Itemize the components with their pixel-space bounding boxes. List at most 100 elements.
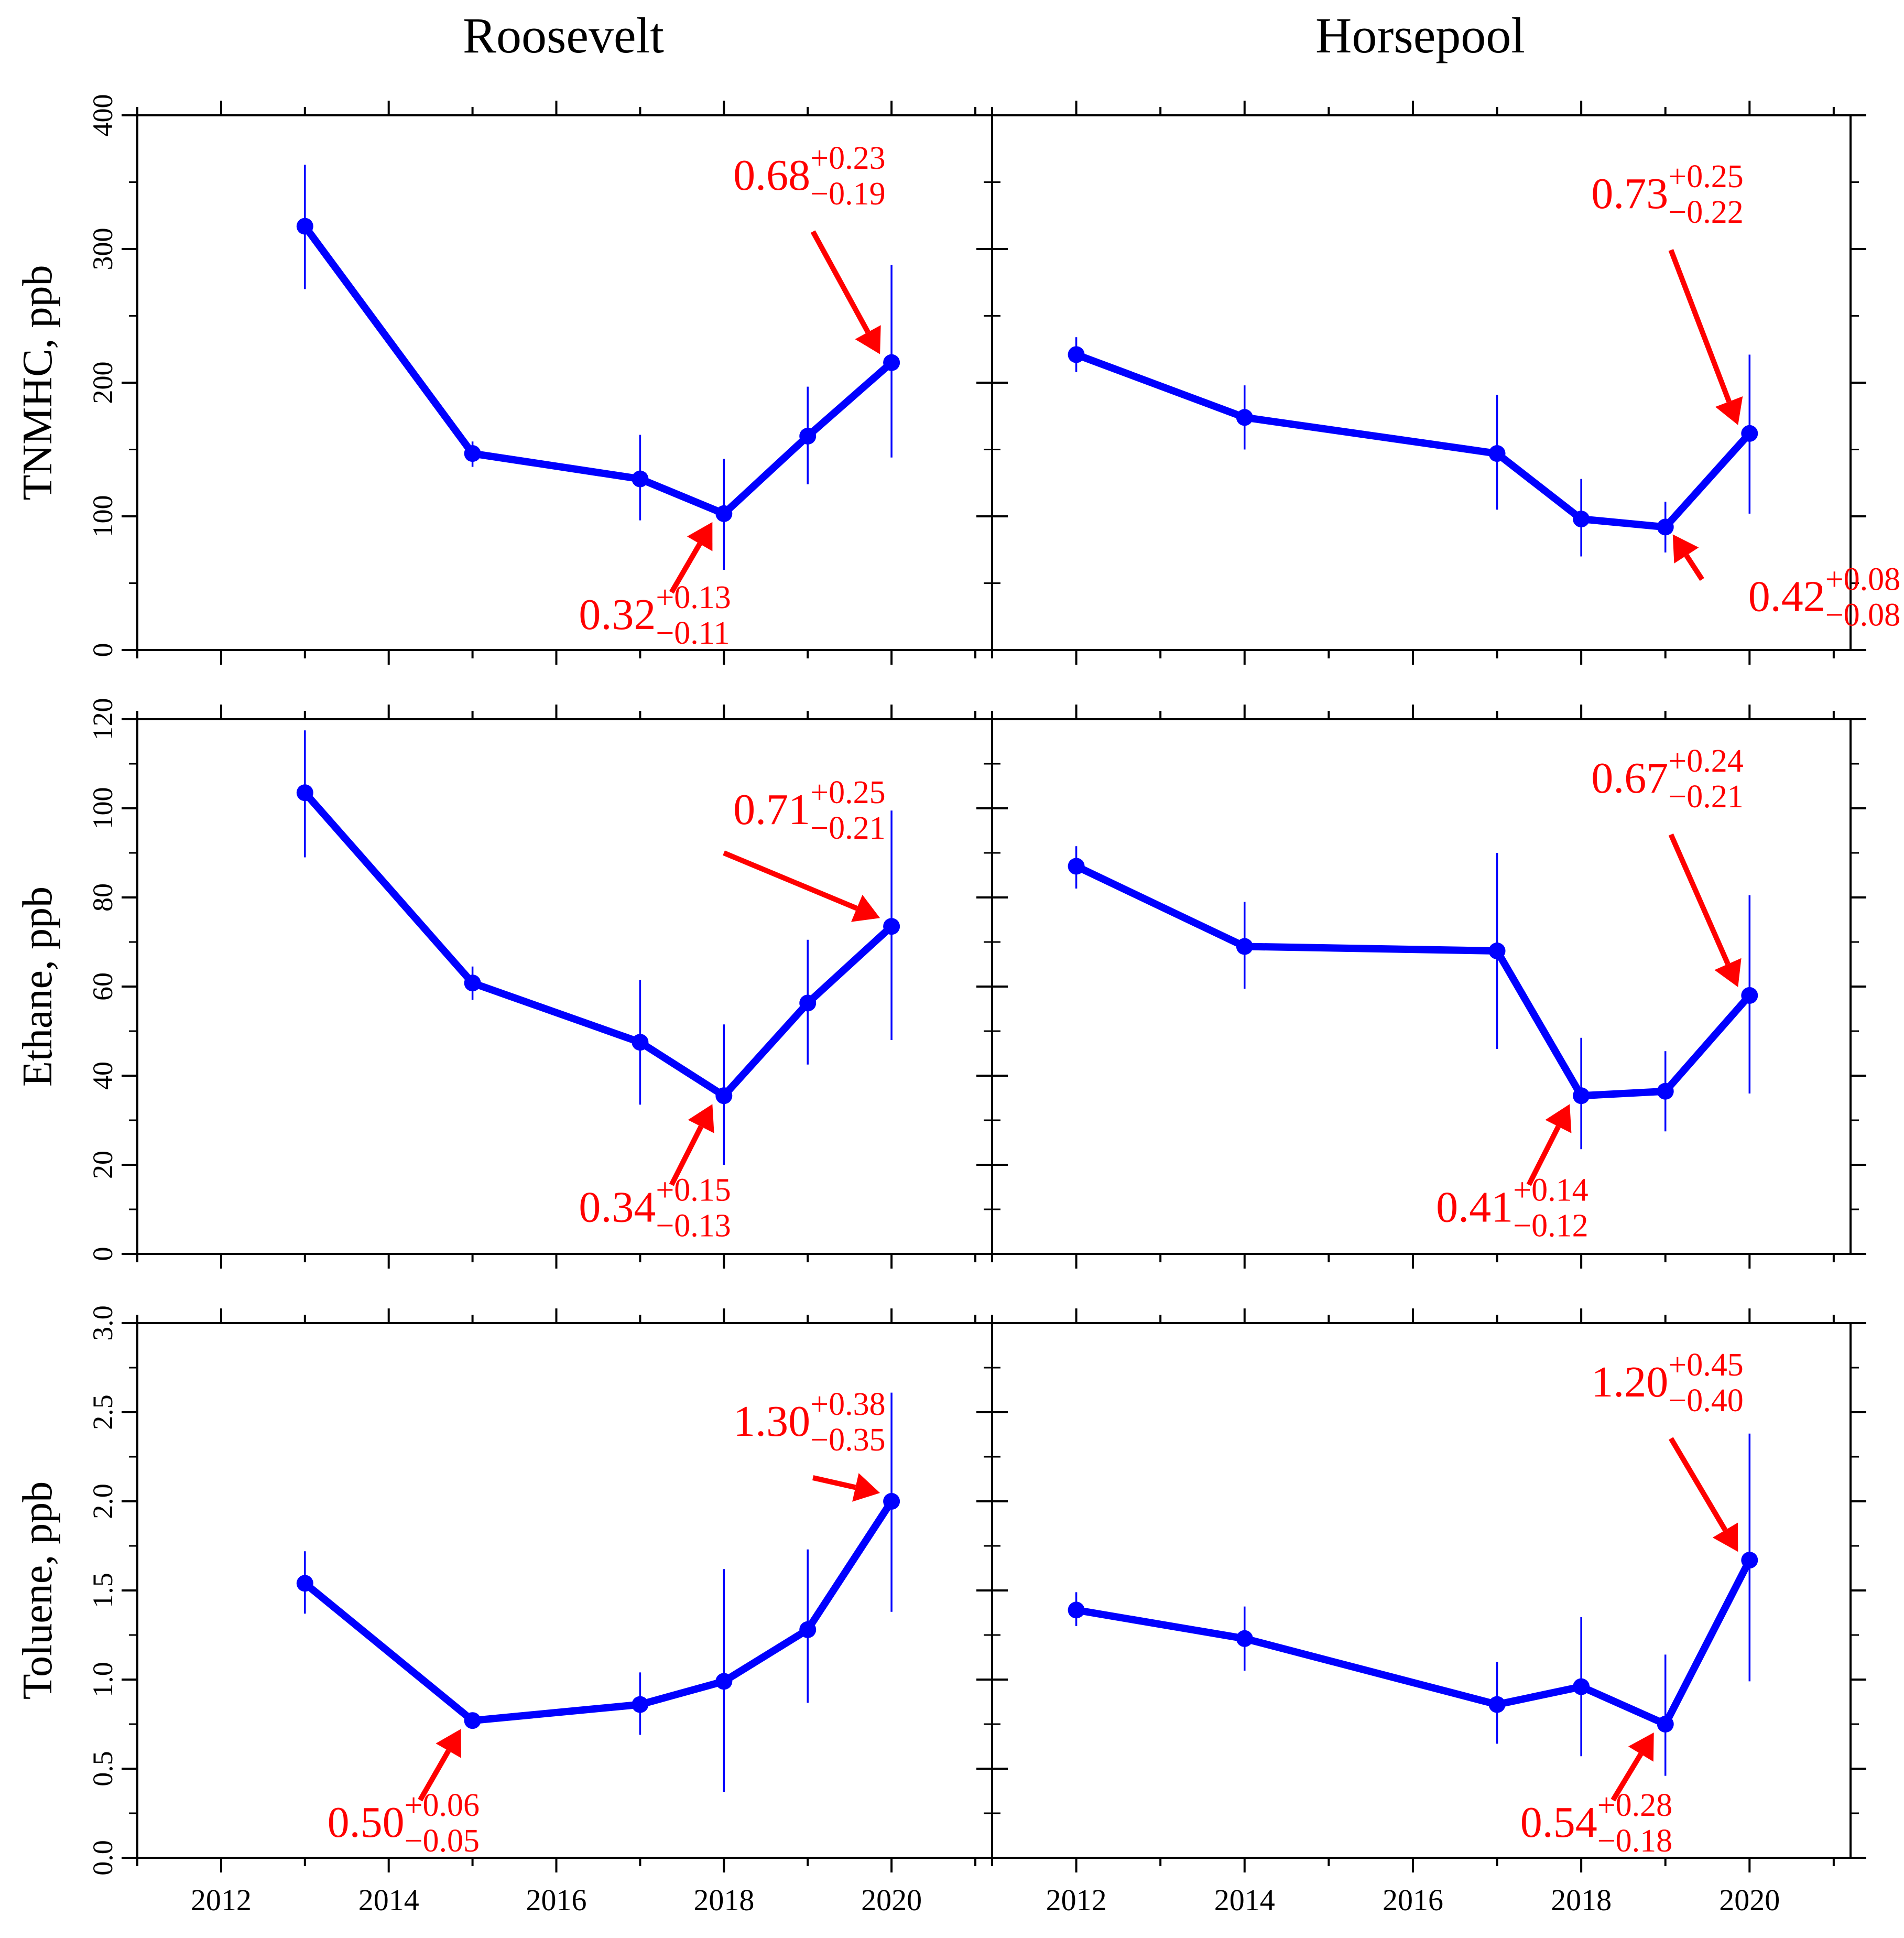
data-point-2017 <box>632 1696 649 1713</box>
annotation-lower-bound: −0.08 <box>1825 597 1900 633</box>
data-point-2019 <box>799 994 817 1012</box>
annotation-ratio: 0.34 <box>579 1183 656 1231</box>
annotation-ratio: 0.68 <box>733 151 810 200</box>
y-tick-label-40: 40 <box>87 1062 118 1090</box>
annotation-upper-bound: +0.23 <box>810 140 885 176</box>
annotation-upper-bound: +0.13 <box>656 580 731 615</box>
annotation-label: 0.32 +0.13−0.11 <box>579 580 731 651</box>
y-tick-label-100: 100 <box>87 495 118 538</box>
annotation-lower-bound: −0.18 <box>1597 1823 1672 1859</box>
annotation-label: 0.67 +0.24−0.21 <box>1591 743 1743 815</box>
data-point-2017 <box>1488 943 1506 959</box>
x-tick-label-2016: 2016 <box>1383 1883 1443 1917</box>
y-tick-label-100: 100 <box>87 787 118 830</box>
annotation-ratio: 0.32 <box>579 590 656 639</box>
data-point-2014 <box>1236 938 1253 955</box>
y-tick-label-400: 400 <box>87 94 118 137</box>
data-point-2018 <box>715 1673 733 1690</box>
y-tick-label-0: 0 <box>87 1247 118 1261</box>
x-tick-label-2014: 2014 <box>358 1883 419 1917</box>
annotation-arrow-head <box>1715 396 1743 425</box>
annotation-arrow-shaft <box>669 1125 704 1186</box>
annotation-lower-bound: −0.21 <box>810 810 885 846</box>
annotation-arrow-shaft <box>1668 1437 1728 1532</box>
annotation-arrow-shaft <box>810 230 871 334</box>
y-axis-label: TNMHC, ppb <box>15 265 61 501</box>
y-tick-label-0-5: 0.5 <box>87 1751 118 1787</box>
data-point-2020 <box>883 354 900 371</box>
data-point-2020 <box>1741 425 1758 442</box>
series-line <box>301 222 896 517</box>
annotation-label: 0.54 +0.28−0.18 <box>1520 1788 1672 1859</box>
annotation-arrow-head <box>687 522 713 551</box>
annotation-label: 0.68 +0.23−0.19 <box>733 140 885 212</box>
data-point-2018 <box>715 1087 733 1105</box>
y-tick-label-120: 120 <box>87 698 118 741</box>
x-tick-label-2020: 2020 <box>1719 1883 1780 1917</box>
annotation-arrow-head <box>851 894 880 922</box>
y-tick-label-300: 300 <box>87 228 118 270</box>
panel-horsepool-r0: 0.73 +0.25−0.22 0.42 +0.08−0.08 <box>976 101 1900 665</box>
annotation-ratio: 1.20 <box>1591 1358 1668 1406</box>
annotation-lower-bound: −0.21 <box>1668 779 1743 815</box>
series-line <box>1072 351 1754 531</box>
y-tick-label-60: 60 <box>87 972 118 1001</box>
data-point-2019 <box>1657 518 1674 536</box>
annotation-arrow-shaft <box>1668 249 1732 403</box>
data-point-2012 <box>1068 346 1085 363</box>
x-tick-label-2016: 2016 <box>526 1883 587 1917</box>
annotation-label: 0.42 +0.08−0.08 <box>1748 561 1900 633</box>
annotation-upper-bound: +0.45 <box>1668 1347 1743 1383</box>
y-tick-label-0: 0 <box>87 643 118 657</box>
annotation-label: 0.71 +0.25−0.21 <box>733 775 885 846</box>
series-line <box>1072 1556 1754 1728</box>
annotation-ratio: 0.50 <box>328 1798 405 1847</box>
y-axis-label: Ethane, ppb <box>15 886 61 1087</box>
data-point-2019 <box>1657 1716 1674 1733</box>
annotation-arrow-head <box>855 325 881 354</box>
annotation-lower-bound: −0.11 <box>656 615 730 651</box>
y-tick-label-2-0: 2.0 <box>87 1484 118 1519</box>
annotation-upper-bound: +0.06 <box>405 1788 480 1823</box>
annotation-lower-bound: −0.35 <box>810 1422 885 1458</box>
series-line <box>301 789 896 1100</box>
annotation-upper-bound: +0.28 <box>1597 1788 1672 1823</box>
annotation-arrow-head <box>688 1104 714 1133</box>
annotation-label: 0.50 +0.06−0.05 <box>328 1788 480 1859</box>
annotation-arrow-head <box>1714 958 1742 987</box>
annotation-upper-bound: +0.38 <box>810 1387 885 1422</box>
annotation-ratio: 0.54 <box>1520 1798 1597 1847</box>
data-point-2020 <box>1741 987 1758 1004</box>
data-point-2014 <box>1236 1630 1253 1647</box>
data-point-2018 <box>715 505 733 522</box>
x-tick-label-2014: 2014 <box>1214 1883 1275 1917</box>
data-point-2012 <box>1068 1601 1085 1619</box>
annotation-arrow-shaft <box>1684 554 1704 581</box>
annotation-label: 1.20 +0.45−0.40 <box>1591 1347 1743 1419</box>
data-point-2020 <box>1741 1552 1758 1569</box>
series-line <box>1072 862 1754 1100</box>
annotation-ratio: 0.71 <box>733 785 810 834</box>
data-point-2015 <box>464 975 481 992</box>
x-tick-label-2020: 2020 <box>861 1883 922 1917</box>
data-point-2013 <box>296 218 313 235</box>
annotation-arrow-head <box>436 1729 461 1758</box>
x-tick-label-2018: 2018 <box>693 1883 754 1917</box>
panel-horsepool-r1: 0.67 +0.24−0.21 0.41 +0.14−0.12 <box>976 705 1866 1269</box>
data-point-2015 <box>464 445 481 462</box>
annotation-arrow-shaft <box>1526 1125 1561 1186</box>
panel-roosevelt-r1: 0 20 40 60 80 100 120 Ethane, ppb 0.71 +0.25−0.21… <box>15 698 1008 1269</box>
data-point-2017 <box>632 470 649 488</box>
annotation-lower-bound: −0.22 <box>1668 194 1743 230</box>
annotation-lower-bound: −0.05 <box>405 1823 480 1859</box>
annotation-upper-bound: +0.25 <box>1668 159 1743 194</box>
annotation-label: 0.73 +0.25−0.22 <box>1591 159 1743 230</box>
y-tick-label-3-0: 3.0 <box>87 1305 118 1341</box>
annotation-upper-bound: +0.24 <box>1668 743 1743 779</box>
y-tick-label-0-0: 0.0 <box>87 1840 118 1876</box>
data-point-2018 <box>1573 1678 1590 1695</box>
data-point-2014 <box>1236 409 1253 426</box>
data-point-2013 <box>296 784 313 802</box>
y-axis-label: Toluene, ppb <box>15 1481 61 1700</box>
